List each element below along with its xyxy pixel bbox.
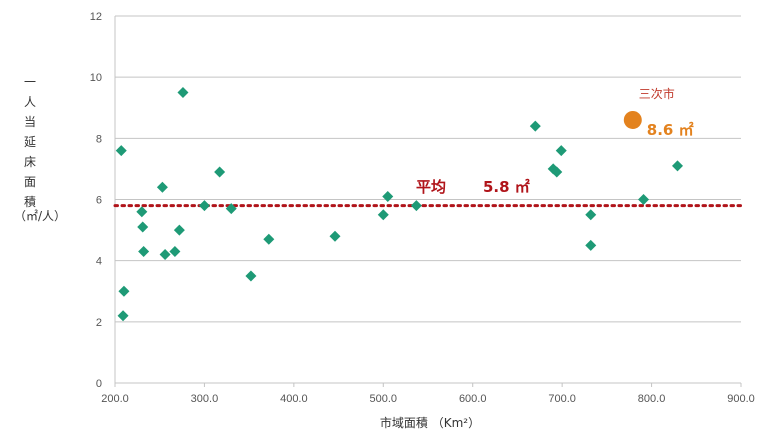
data-point-marker [329,230,341,242]
data-point-marker [173,224,185,236]
data-point-marker [156,181,168,193]
y-tick-label: 4 [96,256,102,268]
x-tick-label: 200.0 [101,393,129,405]
highlight-marker [623,110,642,129]
average-line-group: 平均 5.8 ㎡ [113,178,743,208]
average-label: 平均 [416,178,446,196]
data-point-marker [214,166,226,178]
data-point-marker [529,120,541,132]
data-point-marker [117,310,129,322]
data-point-marker [585,239,597,251]
data-point-marker [263,233,275,245]
x-tick-label: 900.0 [727,393,755,405]
data-points [115,86,684,322]
data-point-marker [138,245,150,257]
x-tick-label: 400.0 [280,393,308,405]
data-point-marker [638,194,650,205]
highlight-value: 8.6 ㎡ [647,121,694,139]
y-axis-title-char: 面 [24,175,36,189]
data-point-marker [410,200,422,212]
y-axis-ticks: 0 2 4 6 8 10 12 [90,11,102,390]
data-point-marker [177,86,189,98]
y-axis-title-char: 積 [24,194,36,209]
data-point-marker [136,206,148,218]
data-point-marker [169,245,181,257]
x-axis-title: 市域面積 （Km²） [380,415,480,430]
y-axis-title-char: 一 [24,75,36,89]
y-axis-title-char: 人 [24,95,36,109]
y-tick-label: 6 [96,195,102,207]
data-point-marker [377,209,389,221]
data-point-marker [159,249,171,261]
data-point-marker [551,166,563,178]
x-tick-label: 600.0 [459,393,487,405]
highlight-group: 三次市 8.6 ㎡ [623,86,694,139]
data-point-marker [585,209,597,221]
data-point-marker [198,200,210,212]
grid [114,15,741,384]
data-point-marker [137,221,149,233]
y-tick-label: 12 [90,11,102,23]
data-point-marker [382,190,394,202]
y-tick-label: 2 [96,317,102,329]
x-tick-label: 800.0 [638,393,666,405]
y-tick-label: 8 [96,133,102,145]
data-point-marker [245,270,257,282]
average-value: 5.8 ㎡ [483,178,530,196]
data-point-marker [672,160,684,172]
y-tick-label: 10 [90,72,102,84]
x-axis-ticks: 200.0 300.0 400.0 500.0 600.0 700.0 800.0 900.0 [101,383,755,405]
y-axis-unit: （㎡/人） [14,209,66,223]
data-point-marker [225,203,237,215]
y-axis-title-char: 当 [24,115,36,129]
y-tick-label: 0 [96,378,102,390]
y-axis-title-char: 延 [24,135,36,149]
y-axis-title-char: 床 [24,155,36,169]
data-point-marker [115,145,127,157]
x-tick-label: 500.0 [370,393,398,405]
data-point-marker [118,285,130,297]
x-tick-label: 300.0 [191,393,219,405]
highlight-name: 三次市 [639,86,675,101]
x-tick-label: 700.0 [548,393,576,405]
data-point-marker [555,145,567,157]
